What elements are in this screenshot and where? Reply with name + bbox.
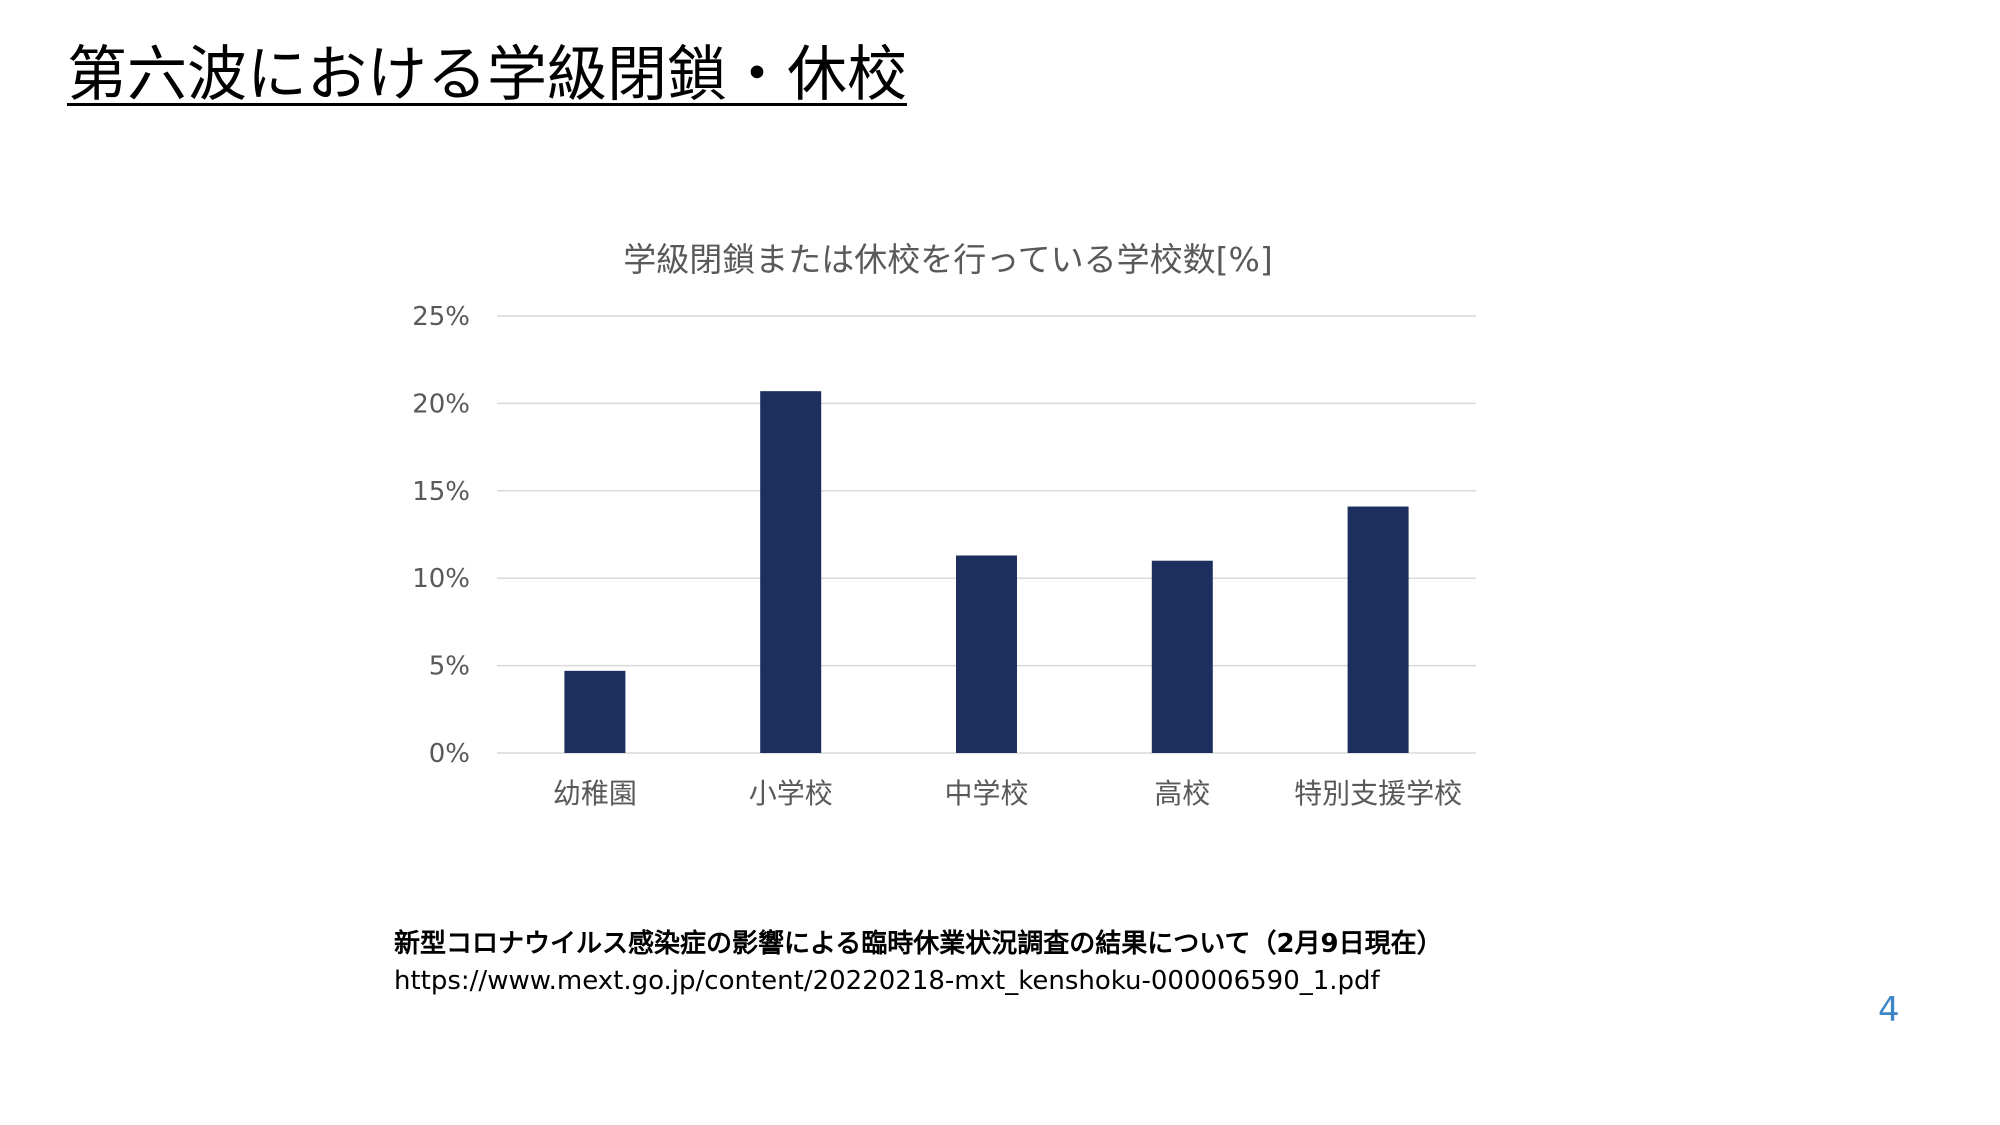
y-tick-label: 5%: [429, 652, 470, 682]
x-category-label: 高校: [1154, 777, 1210, 810]
y-tick-label: 10%: [412, 564, 470, 594]
bar: [1347, 506, 1409, 753]
source-url[interactable]: https://www.mext.go.jp/content/20220218-…: [394, 966, 1380, 996]
bar: [1151, 560, 1213, 753]
source-citation: 新型コロナウイルス感染症の影響による臨時休業状況調査の結果について（2月9日現在…: [394, 925, 1443, 999]
x-axis-categories: 幼稚園 小学校 中学校 高校 特別支援学校: [553, 777, 1462, 810]
chart-title: 学級閉鎖または休校を行っている学校数[%]: [623, 240, 1272, 279]
y-tick-label: 15%: [412, 477, 470, 507]
y-tick-label: 20%: [412, 389, 470, 419]
bars: [564, 391, 1409, 753]
slide-title: 第六波における学級閉鎖・休校: [67, 40, 907, 110]
y-axis-ticks: 0% 5% 10% 15% 20% 25%: [412, 302, 470, 769]
x-category-label: 幼稚園: [553, 777, 637, 810]
x-category-label: 特別支援学校: [1294, 777, 1462, 810]
gridlines: [497, 315, 1476, 754]
bar: [564, 670, 626, 753]
x-category-label: 中学校: [944, 777, 1028, 810]
y-tick-label: 25%: [412, 302, 470, 332]
x-category-label: 小学校: [749, 777, 833, 810]
page-number: 4: [1878, 990, 1900, 1030]
bar: [760, 391, 822, 753]
bar: [956, 555, 1017, 753]
source-title: 新型コロナウイルス感染症の影響による臨時休業状況調査の結果について（2月9日現在…: [394, 929, 1443, 959]
y-tick-label: 0%: [429, 739, 470, 769]
